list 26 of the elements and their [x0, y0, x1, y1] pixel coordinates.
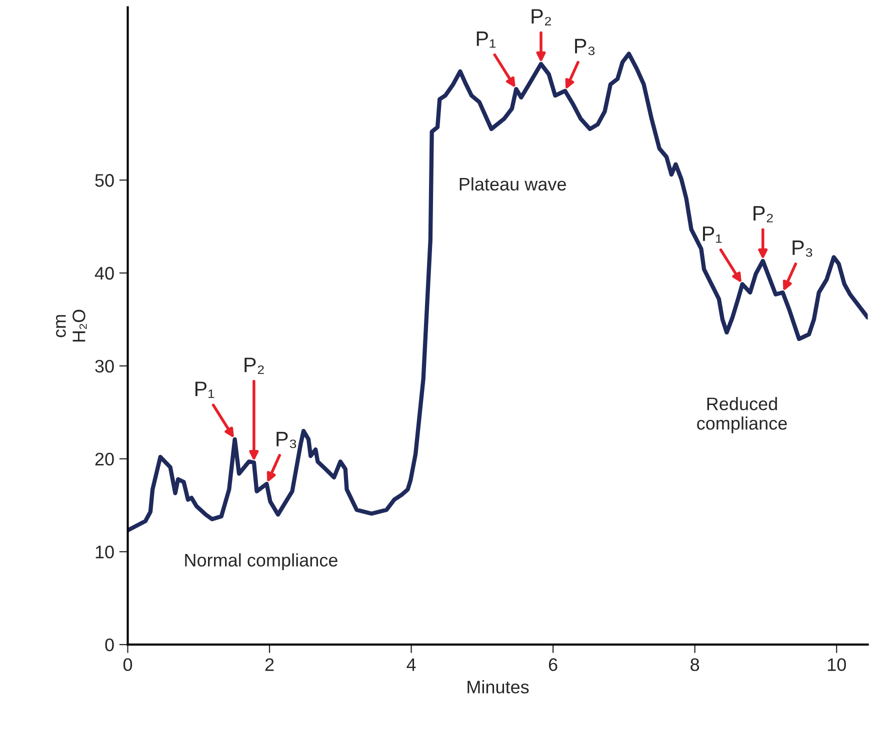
y-tick-label: 0: [105, 638, 114, 652]
x-tick-label: 8: [690, 658, 700, 672]
y-axis-title: cm H₂O: [56, 310, 87, 342]
y-tick-label: 50: [95, 174, 114, 187]
y-tick-label: 30: [95, 360, 114, 373]
y-tick-label: 40: [94, 266, 114, 280]
annotation: P₂: [244, 358, 264, 374]
annotation: Plateau wave: [460, 177, 566, 191]
x-tick-label: 0: [123, 658, 132, 672]
annotation: P₃: [792, 240, 812, 257]
x-tick-label: 10: [828, 658, 846, 672]
annotation: Reduced compliance: [697, 397, 787, 434]
annotation: P₂: [754, 206, 773, 222]
x-tick-label: 2: [265, 658, 274, 671]
annotation: P₁: [476, 32, 496, 48]
annotation: Normal compliance: [185, 553, 338, 570]
y-tick-label: 20: [95, 452, 114, 466]
annotation: P₂: [532, 9, 551, 26]
annotation: P₁: [703, 226, 722, 243]
annotation: P₃: [575, 38, 595, 56]
x-axis-title: Minutes: [468, 680, 529, 694]
annotation: P₃: [276, 432, 296, 448]
x-tick-label: 4: [406, 658, 416, 671]
annotation: P₁: [195, 382, 214, 398]
x-tick-label: 6: [548, 658, 558, 672]
y-tick-label: 10: [96, 546, 114, 558]
